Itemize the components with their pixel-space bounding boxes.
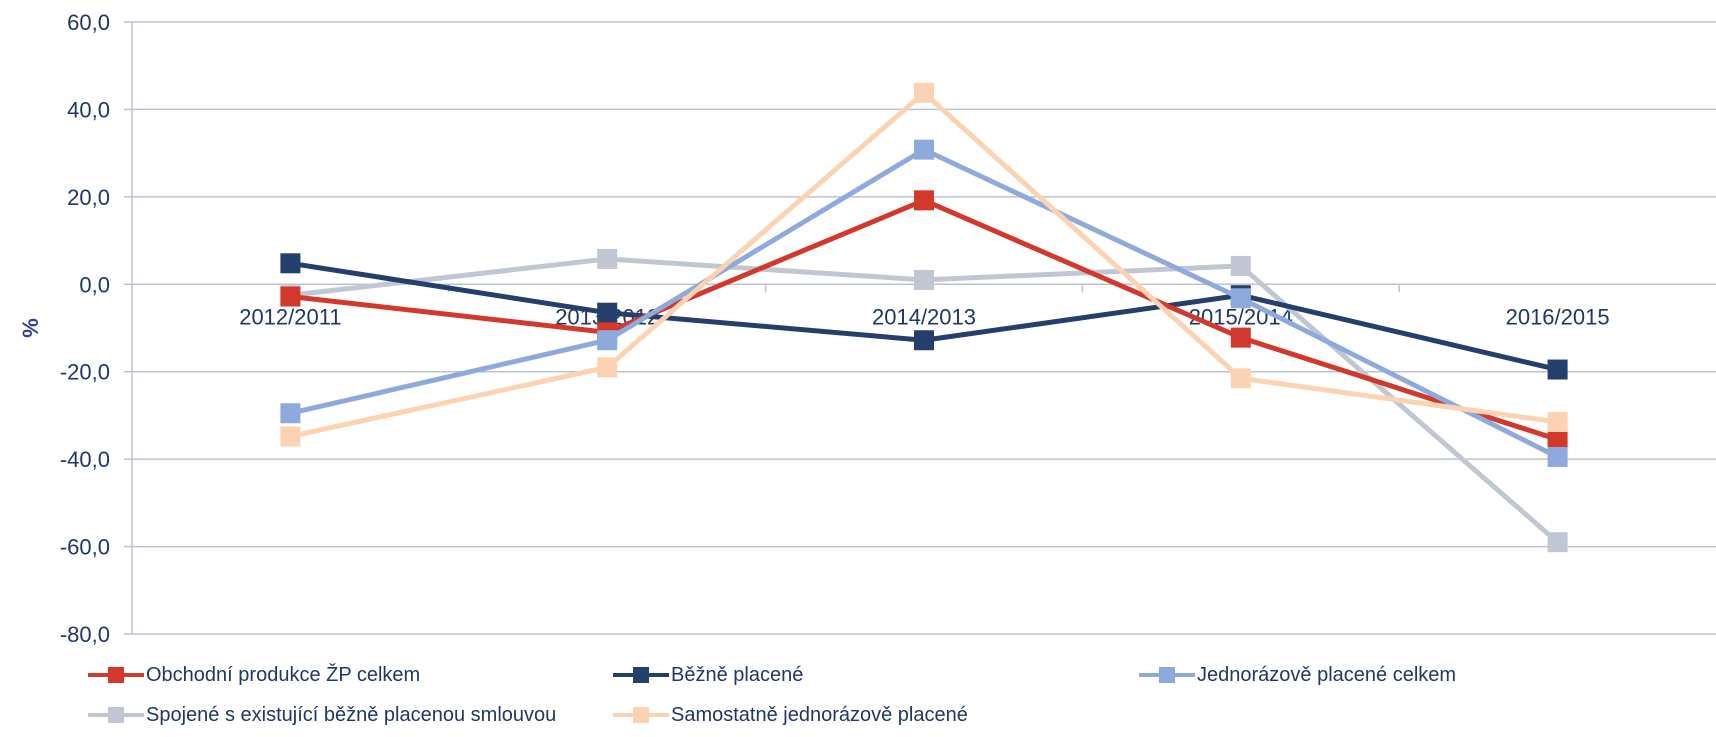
data-point-marker	[1547, 411, 1568, 432]
legend-item: Obchodní produkce ŽP celkem	[88, 663, 420, 687]
y-tick-label: 0,0	[79, 272, 110, 297]
series-4	[280, 82, 1568, 447]
y-tick-label: -60,0	[60, 535, 110, 560]
legend-swatch	[1139, 663, 1195, 687]
data-point-marker	[1547, 429, 1568, 450]
series-3	[280, 139, 1568, 467]
y-tick-label: 20,0	[67, 185, 110, 210]
data-point-marker	[1547, 532, 1568, 553]
y-axis-label: %	[18, 318, 43, 338]
y-tick-label: -20,0	[60, 360, 110, 385]
data-point-marker	[280, 426, 301, 447]
x-tick-label: 2012/2011	[239, 304, 341, 329]
series-1	[280, 253, 1568, 380]
legend-label: Obchodní produkce ŽP celkem	[146, 663, 421, 686]
series-line	[290, 256, 1560, 545]
legend-item: Jednorázově placené celkem	[1139, 663, 1456, 687]
y-tick-label: -80,0	[60, 622, 110, 647]
x-tick-label: 2014/2013	[872, 304, 976, 329]
data-point-marker	[280, 403, 301, 424]
legend: Obchodní produkce ŽP celkem Běžně placené…	[0, 660, 1716, 737]
data-point-marker	[1230, 255, 1251, 276]
series-group	[280, 82, 1568, 553]
legend-label: Jednorázově placené celkem	[1197, 663, 1457, 686]
data-point-marker	[1230, 368, 1251, 389]
legend-item: Samostatně jednorázově placené	[613, 703, 968, 727]
data-point-marker	[597, 357, 618, 378]
data-point-marker	[914, 269, 934, 290]
y-tick-label: -40,0	[60, 447, 110, 472]
legend-label: Běžně placené	[671, 663, 804, 686]
data-point-marker	[597, 330, 618, 351]
x-tick-labels: 2012/20112013/20122014/20132015/20142016…	[239, 304, 1609, 329]
y-tick-label: 40,0	[67, 97, 110, 122]
line-chart: 60,0 40,0 20,0 0,0 -20,0 -40,0 -60,0 -80,0 2012…	[18, 10, 1716, 647]
data-point-marker	[914, 82, 934, 103]
data-point-marker	[280, 253, 301, 274]
legend-label: Spojené s existující běžně placenou smlo…	[146, 703, 557, 726]
legend-swatch	[88, 663, 144, 687]
data-point-marker	[280, 286, 301, 307]
legend-item: Spojené s existující běžně placenou smlo…	[88, 703, 556, 727]
data-point-marker	[1230, 288, 1251, 309]
legend-swatch	[613, 663, 669, 687]
data-point-marker	[1547, 359, 1568, 380]
y-tick-label: 60,0	[67, 10, 110, 35]
data-point-marker	[1547, 446, 1568, 467]
legend-label: Samostatně jednorázově placené	[671, 703, 968, 726]
legend-swatch	[613, 703, 669, 727]
data-point-marker	[914, 190, 934, 211]
data-point-marker	[914, 330, 934, 351]
legend-item: Běžně placené	[613, 663, 803, 687]
x-tick-label: 2016/2015	[1506, 304, 1610, 329]
y-tick-labels: 60,0 40,0 20,0 0,0 -20,0 -40,0 -60,0 -80,0	[60, 10, 110, 647]
data-point-marker	[597, 302, 618, 323]
legend-swatch	[88, 703, 144, 727]
data-point-marker	[597, 248, 618, 269]
series-0	[280, 248, 1568, 553]
data-point-marker	[914, 139, 934, 160]
data-point-marker	[1230, 327, 1251, 348]
